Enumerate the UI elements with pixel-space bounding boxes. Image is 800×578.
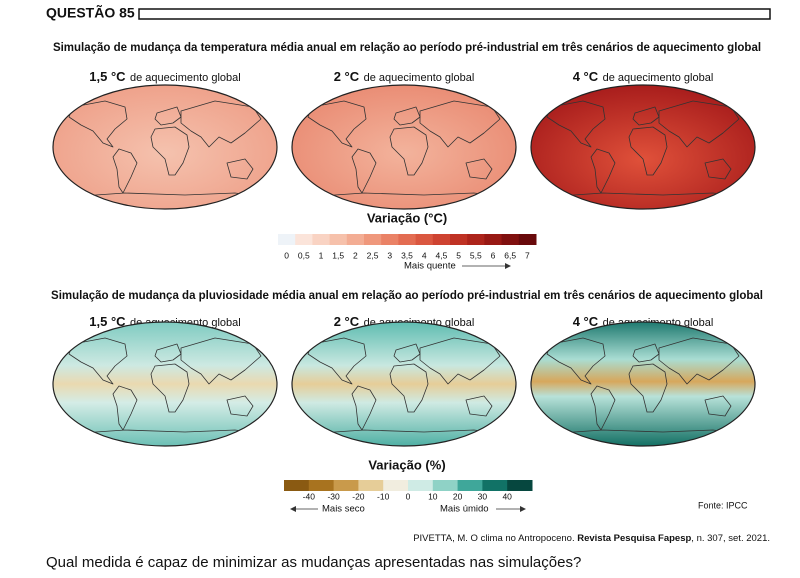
legend-tick-label: 5,5 [470, 250, 482, 260]
question-text: Qual medida é capaz de minimizar as muda… [46, 554, 581, 571]
legend-tick-label: 10 [428, 491, 438, 501]
legend-tick-label: 1,5 [332, 250, 344, 260]
legend-tick-label: 6,5 [504, 250, 516, 260]
map-ocean [52, 321, 278, 447]
map-label-value: 4 °C [573, 69, 599, 84]
legend-tick-label: -10 [377, 491, 390, 501]
arrow-label: Mais seco [322, 504, 365, 515]
precipitation-legend-title: Variação (%) [368, 457, 445, 472]
arrow-head [520, 506, 526, 512]
legend-tick-label: 3 [387, 250, 392, 260]
color-swatch [398, 234, 417, 245]
map-label-text: de aquecimento global [364, 72, 475, 84]
color-swatch [358, 480, 384, 491]
legend-tick-label: 20 [453, 491, 463, 501]
world-map [291, 84, 517, 210]
color-swatch [518, 234, 537, 245]
legend-tick-label: 30 [478, 491, 488, 501]
color-swatch [333, 480, 359, 491]
color-swatch [415, 234, 434, 245]
color-swatch [408, 480, 434, 491]
color-swatch [450, 234, 468, 245]
temperature-legend-title: Variação (°C) [367, 210, 447, 225]
color-swatch [501, 234, 520, 245]
map-ocean [291, 84, 517, 210]
legend-tick-label: -20 [352, 491, 365, 501]
map-label-text: de aquecimento global [603, 72, 714, 84]
map-ocean [530, 321, 756, 447]
arrow-label: Mais úmido [440, 504, 489, 515]
legend-tick-label: 0 [406, 491, 411, 501]
map-label-value: 4 °C [573, 314, 599, 329]
map-label: 4 °C de aquecimento global [573, 69, 714, 86]
legend-tick-label: 0,5 [298, 250, 310, 260]
citation-author: PIVETTA, M. O clima no Antropoceno. [413, 533, 577, 544]
color-swatch [457, 480, 483, 491]
color-swatch [284, 480, 310, 491]
color-swatch [432, 480, 459, 491]
arrow-head [505, 263, 511, 269]
citation-rest: , n. 307, set. 2021. [691, 533, 770, 544]
legend-tick-label: 3,5 [401, 250, 413, 260]
legend-tick-label: 2 [353, 250, 358, 260]
color-swatch [312, 234, 331, 245]
map-ocean [530, 84, 756, 210]
color-swatch [467, 234, 485, 245]
map-label-text: de aquecimento global [130, 72, 241, 84]
citation-journal: Revista Pesquisa Fapesp [577, 533, 691, 544]
color-swatch [381, 234, 399, 245]
world-map [530, 321, 756, 447]
world-map [530, 84, 756, 210]
color-swatch [482, 480, 508, 491]
color-swatch [383, 480, 409, 491]
legend-tick-label: 7 [525, 250, 530, 260]
question-number: QUESTÃO 85 [46, 4, 135, 21]
map-label-value: 2 °C [334, 69, 360, 84]
legend-tick-label: 6 [491, 250, 496, 260]
arrow-head [290, 506, 296, 512]
legend-tick-label: -40 [303, 491, 316, 501]
header-bar [138, 8, 771, 20]
color-swatch [484, 234, 503, 245]
legend-tick-label: 40 [502, 491, 512, 501]
precipitation-title: Simulação de mudança da pluviosidade méd… [51, 290, 763, 302]
map-label-value: 2 °C [334, 314, 360, 329]
source: Fonte: IPCC [698, 500, 748, 510]
map-ocean [291, 321, 517, 447]
legend-tick-label: 5 [456, 250, 461, 260]
map-label-value: 1,5 °C [89, 314, 126, 329]
map-label: 1,5 °C de aquecimento global [89, 69, 240, 86]
legend-tick-label: 4,5 [435, 250, 447, 260]
color-swatch [364, 234, 382, 245]
map-label-value: 1,5 °C [89, 69, 126, 84]
map-ocean [52, 84, 278, 210]
legend-tick-label: -30 [327, 491, 340, 501]
legend-tick-label: 1 [319, 250, 324, 260]
arrow-label: Mais quente [404, 261, 456, 272]
citation: PIVETTA, M. O clima no Antropoceno. Revi… [413, 533, 770, 544]
color-swatch [278, 234, 296, 245]
legend-tick-label: 4 [422, 250, 427, 260]
legend-tick-label: 2,5 [367, 250, 379, 260]
legend-tick-label: 0 [284, 250, 289, 260]
color-swatch [308, 480, 335, 491]
color-swatch [346, 234, 365, 245]
map-label: 2 °C de aquecimento global [334, 69, 475, 86]
color-swatch [295, 234, 313, 245]
color-swatch [507, 480, 533, 491]
world-map [52, 321, 278, 447]
color-swatch [432, 234, 451, 245]
world-map [52, 84, 278, 210]
world-map [291, 321, 517, 447]
color-swatch [329, 234, 348, 245]
temperature-title: Simulação de mudança da temperatura médi… [53, 42, 761, 54]
